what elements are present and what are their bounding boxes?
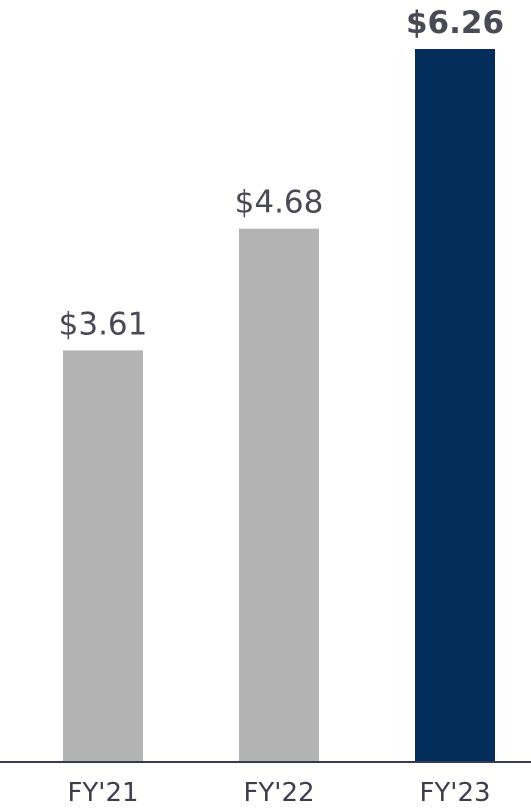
- bar: [239, 228, 319, 762]
- bar: [415, 49, 495, 761]
- value-label: $4.68: [235, 185, 324, 221]
- x-tick-label: FY'21: [67, 778, 138, 808]
- x-tick-label: FY'23: [419, 778, 490, 808]
- value-label: $6.26: [406, 5, 504, 41]
- value-label: $3.61: [59, 306, 148, 342]
- bar: [63, 350, 143, 761]
- x-tick-label: FY'22: [243, 778, 314, 808]
